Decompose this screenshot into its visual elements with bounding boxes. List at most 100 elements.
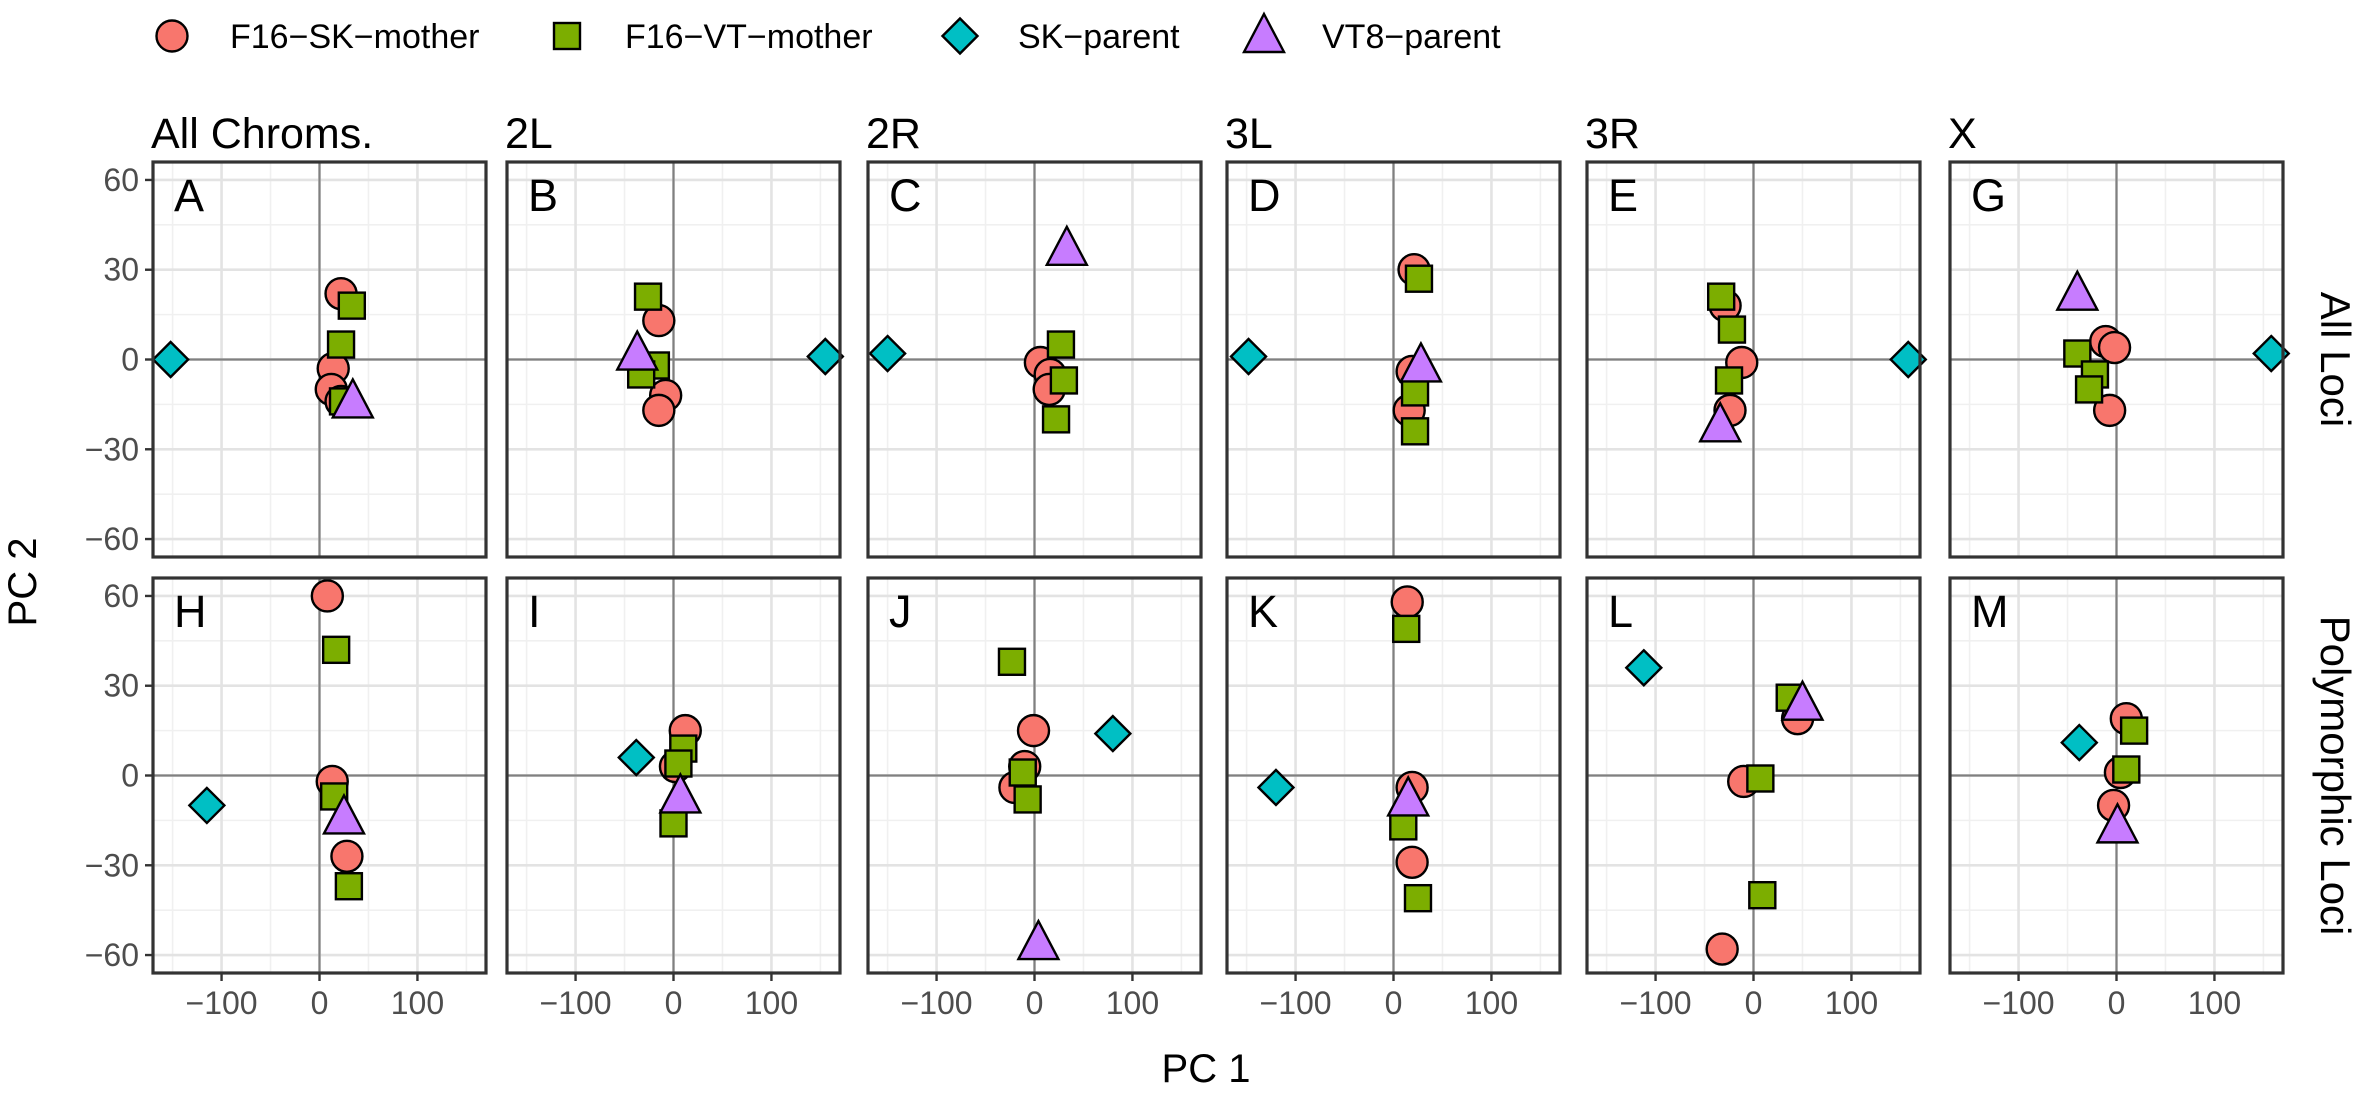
legend-key-square <box>552 21 582 51</box>
x-tick-label: 0 <box>2108 985 2126 1021</box>
data-point <box>187 786 227 825</box>
panel-letter: J <box>889 586 912 637</box>
data-point <box>1398 340 1443 383</box>
row-strip-labels: All Loci Polymorphic Loci <box>2312 292 2359 936</box>
legend-label: SK−parent <box>1018 18 1180 56</box>
data-point <box>1717 315 1747 344</box>
legend-label: F16−VT−mother <box>625 18 873 56</box>
panel-border <box>1225 160 1562 559</box>
panel-C: C <box>866 160 1203 559</box>
panel-E: E <box>1585 160 1928 559</box>
x-tick-label: −100 <box>1983 985 2055 1021</box>
y-tick-label: −60 <box>85 521 139 557</box>
legend-key-circle <box>155 19 189 53</box>
panel-G: G <box>1948 160 2291 559</box>
x-tick-label: 0 <box>1385 985 1403 1021</box>
data-point <box>1389 812 1418 841</box>
data-point <box>321 635 351 665</box>
x-tick-label: −100 <box>1260 985 1332 1021</box>
column-strip-labels: All Chroms. 2L 2R 3L 3R X <box>151 110 1977 158</box>
x-tick-label: −100 <box>901 985 973 1021</box>
y-axis-title: PC 2 <box>1 538 45 627</box>
legend-label: F16−SK−mother <box>230 18 479 56</box>
data-point <box>1013 785 1042 814</box>
data-point <box>1714 366 1744 395</box>
y-tick-label: 0 <box>121 758 139 794</box>
panel-border <box>866 160 1203 559</box>
column-strip-label: 2R <box>866 110 921 158</box>
data-point <box>1016 918 1061 961</box>
panel-border <box>505 160 842 559</box>
data-point <box>1049 366 1079 395</box>
panel-letter: D <box>1248 170 1281 221</box>
legend-item: SK−parent <box>940 16 1180 56</box>
x-tick-label: −100 <box>540 985 612 1021</box>
x-tick-label: 100 <box>391 985 444 1021</box>
y-tick-label: 0 <box>121 342 139 378</box>
data-point <box>633 282 663 311</box>
data-point <box>1403 883 1433 913</box>
data-point <box>1395 845 1429 879</box>
data-point <box>1624 648 1664 687</box>
panel-D: D <box>1225 160 1562 559</box>
x-tick-label: −100 <box>186 985 258 1021</box>
x-tick-label: 0 <box>1026 985 1044 1021</box>
data-point <box>1404 264 1434 293</box>
column-strip-label: X <box>1948 110 1977 158</box>
legend-item: F16−VT−mother <box>552 18 873 56</box>
data-point <box>1698 400 1743 443</box>
data-point <box>1780 679 1825 721</box>
panel-letter: H <box>174 586 207 637</box>
y-tick-label: 30 <box>103 252 139 288</box>
panel-B: B <box>505 160 845 559</box>
panel-letter: G <box>1971 170 2006 221</box>
data-point <box>310 579 345 613</box>
data-point <box>2095 801 2140 844</box>
data-point <box>1008 758 1037 787</box>
data-point <box>1046 330 1076 359</box>
legend-label: VT8−parent <box>1322 18 1501 56</box>
x-axis-title: PC 1 <box>1162 1047 1251 1091</box>
data-point <box>642 393 676 428</box>
data-point <box>1041 405 1071 434</box>
data-point <box>1390 585 1424 619</box>
data-point <box>659 809 688 838</box>
panel-border <box>1948 160 2285 559</box>
data-point <box>658 771 703 814</box>
x-tick-label: −100 <box>1620 985 1692 1021</box>
data-point <box>2074 375 2104 404</box>
panel-grid: A −60 −30 0 30 60 B C D E G H −60 −30 0 30 60 −100 0 100 I −1… <box>85 160 2291 1021</box>
data-point <box>1400 417 1430 446</box>
data-point <box>337 291 367 320</box>
panel-letter: I <box>528 586 541 637</box>
panel-letter: B <box>528 170 558 221</box>
column-strip-label: All Chroms. <box>151 110 373 158</box>
y-tick-label: 30 <box>103 668 139 704</box>
data-point <box>1705 932 1739 966</box>
data-point <box>1093 714 1133 753</box>
panel-letter: M <box>1971 586 2009 637</box>
x-tick-label: 100 <box>1825 985 1878 1021</box>
data-point <box>617 738 656 777</box>
x-tick-label: 0 <box>311 985 329 1021</box>
x-tick-label: 100 <box>745 985 798 1021</box>
panel-letter: E <box>1608 170 1638 221</box>
legend: F16−SK−mother F16−VT−mother SK−parent VT8−p… <box>155 11 1501 56</box>
data-point <box>1229 337 1268 376</box>
panel-letter: A <box>174 170 204 221</box>
data-point <box>330 839 364 873</box>
y-tick-label: 60 <box>103 578 139 614</box>
data-point <box>2055 269 2100 311</box>
legend-key-diamond <box>940 16 980 56</box>
row-strip-label: All Loci <box>2312 292 2359 427</box>
y-tick-label: −60 <box>85 937 139 973</box>
y-tick-label: −30 <box>85 847 139 883</box>
data-point <box>1746 764 1775 793</box>
data-point <box>1256 768 1296 807</box>
data-point <box>997 647 1027 676</box>
y-tick-label: −30 <box>85 431 139 467</box>
data-point <box>334 872 364 901</box>
data-point <box>806 337 845 376</box>
data-point <box>1016 713 1051 748</box>
